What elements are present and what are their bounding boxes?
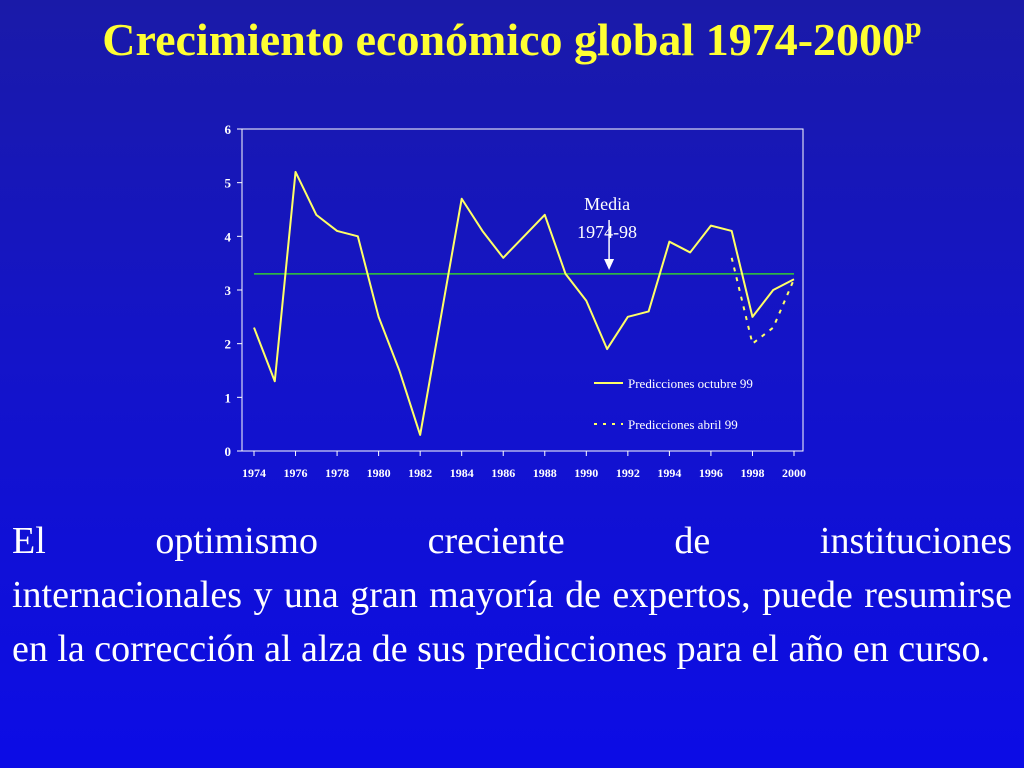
slide-title-text: Crecimiento económico global 1974-2000 — [102, 14, 906, 65]
plot-area — [241, 128, 804, 452]
x-tick-label: 1980 — [367, 466, 391, 480]
mean-annotation-arrowhead — [604, 259, 615, 270]
mean-annotation-line2: 1974-98 — [577, 222, 637, 242]
y-tick-label: 6 — [225, 122, 232, 137]
series-line-predicciones-octubre-99 — [253, 170, 795, 436]
x-tick-label: 1984 — [450, 466, 474, 480]
x-tick-label: 1982 — [408, 466, 432, 480]
mean-annotation-line1: Media — [584, 194, 630, 214]
legend-label-octubre: Predicciones octubre 99 — [628, 376, 753, 391]
y-tick-label: 3 — [225, 283, 232, 298]
y-tick-label: 0 — [225, 444, 232, 459]
body-first-line: El optimismo creciente de instituciones — [12, 520, 1012, 562]
slide-title: Crecimiento económico global 1974-2000p — [0, 12, 1024, 68]
x-tick-label: 2000 — [782, 466, 806, 480]
x-tick-label: 1988 — [533, 466, 557, 480]
x-tick-label: 1994 — [657, 466, 681, 480]
x-tick-label: 1978 — [325, 466, 349, 480]
slide-title-superscript: p — [905, 11, 922, 44]
body-paragraph: El optimismo creciente de instituciones i… — [12, 514, 1012, 676]
x-axis-ticks: 1974 1976 1978 1980 1982 1984 1986 1988 1990 1992… — [242, 451, 806, 480]
body-remaining-text: internacionales y una gran mayoría de ex… — [12, 574, 1012, 670]
x-tick-label: 1998 — [740, 466, 764, 480]
data-points — [254, 172, 794, 435]
x-tick-label: 1992 — [616, 466, 640, 480]
x-tick-label: 1996 — [699, 466, 723, 480]
x-tick-label: 1974 — [242, 466, 266, 480]
y-tick-label: 2 — [225, 337, 232, 352]
x-tick-label: 1976 — [284, 466, 308, 480]
x-tick-label: 1990 — [574, 466, 598, 480]
series-line-predicciones-abril-99 — [730, 257, 795, 346]
legend-label-abril: Predicciones abril 99 — [628, 417, 738, 432]
x-tick-label: 1986 — [491, 466, 515, 480]
y-tick-label: 5 — [225, 176, 232, 191]
y-axis-ticks: 0 1 2 3 4 5 6 — [225, 122, 242, 459]
y-tick-label: 4 — [225, 229, 232, 244]
y-tick-label: 1 — [225, 390, 232, 405]
